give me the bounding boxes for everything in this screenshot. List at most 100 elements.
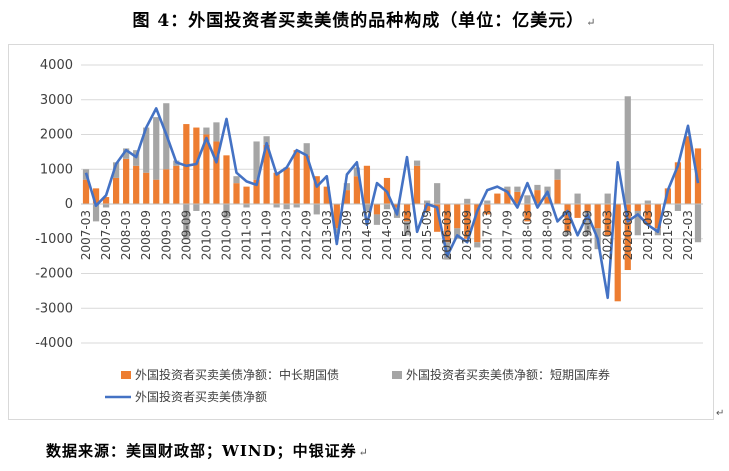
- x-tick-label: 2019-03: [561, 210, 575, 260]
- bar: [654, 204, 661, 229]
- x-tick-label: 2013-03: [320, 210, 334, 260]
- bar: [514, 191, 521, 204]
- x-tick-label: 2010-03: [199, 210, 213, 260]
- bar: [92, 188, 100, 204]
- bar: [403, 221, 411, 236]
- bar: [253, 141, 260, 180]
- bar: [283, 204, 290, 210]
- bar: [684, 136, 692, 204]
- bar: [82, 179, 90, 204]
- bar: [243, 186, 250, 204]
- bar: [293, 204, 300, 208]
- legend-swatch: [121, 371, 131, 379]
- bar: [203, 127, 210, 135]
- y-tick-label: -4000: [35, 336, 73, 351]
- x-tick-label: 2014-03: [360, 210, 374, 260]
- bar: [343, 190, 350, 204]
- bar: [213, 141, 220, 204]
- x-tick-label: 2018-09: [541, 210, 555, 260]
- paragraph-mark-icon: ↵: [586, 16, 597, 29]
- bar: [424, 200, 431, 204]
- bar: [574, 204, 581, 218]
- bar: [514, 186, 521, 192]
- bar: [223, 204, 230, 218]
- bar: [584, 210, 591, 236]
- bar: [183, 204, 190, 239]
- bar: [233, 183, 240, 204]
- bar: [253, 179, 260, 204]
- x-tick-label: 2018-03: [520, 210, 534, 260]
- chart-frame: 4000 3000 2000 1000 0 -1000 -2000 -3000 -4000 200…: [8, 44, 714, 420]
- x-tick-label: 2021-09: [661, 210, 675, 260]
- bar: [233, 176, 240, 184]
- bar: [564, 231, 571, 236]
- legend-label: 外国投资者买卖美债净额: [135, 389, 267, 404]
- bar: [123, 158, 130, 204]
- bar: [634, 204, 641, 211]
- x-tick-label: 2007-03: [79, 210, 93, 260]
- bar: [353, 176, 360, 204]
- bar: [263, 144, 270, 204]
- bar: [574, 193, 581, 204]
- bar: [143, 172, 150, 204]
- bar: [413, 165, 421, 204]
- bar: [153, 179, 160, 204]
- bar: [454, 204, 461, 229]
- chart: 4000 3000 2000 1000 0 -1000 -2000 -3000 -4000 200…: [35, 58, 703, 404]
- bar: [664, 188, 671, 204]
- series-line: [84, 107, 700, 300]
- y-tick-label: -3000: [35, 301, 73, 316]
- x-tick-label: 2017-09: [500, 210, 514, 260]
- bar: [484, 204, 491, 215]
- bar: [263, 136, 270, 145]
- bar: [413, 160, 421, 166]
- bar: [464, 198, 471, 204]
- x-tick-label: 2008-03: [119, 210, 133, 260]
- bar: [193, 127, 200, 204]
- y-tick-label: 4000: [40, 58, 73, 73]
- bar: [153, 117, 160, 180]
- bar: [193, 204, 200, 211]
- bar: [393, 204, 401, 208]
- bar: [444, 204, 451, 243]
- bar: [173, 165, 180, 204]
- figure-title: 图 4：外国投资者买卖美债的品种构成（单位：亿美元） ↵: [132, 11, 597, 31]
- bar: [694, 204, 702, 243]
- bar: [273, 172, 280, 204]
- bar: [544, 197, 551, 204]
- bar: [604, 204, 611, 236]
- bar: [474, 242, 481, 248]
- paragraph-mark-icon: ↵: [716, 408, 725, 419]
- bar: [303, 155, 310, 204]
- bar: [373, 214, 381, 225]
- x-tick-label: 2010-09: [220, 210, 234, 260]
- bar: [534, 184, 541, 191]
- bar: [373, 204, 381, 215]
- bar: [203, 134, 210, 204]
- bar: [283, 167, 290, 204]
- bar: [634, 210, 641, 236]
- bar: [674, 204, 682, 211]
- x-tick-label: 2022-03: [681, 210, 695, 260]
- bar: [363, 165, 371, 204]
- bar: [163, 169, 170, 204]
- bar: [143, 127, 150, 173]
- y-tick-label: 1000: [40, 162, 73, 177]
- x-tick-label: 2011-09: [260, 210, 274, 260]
- bar: [223, 155, 230, 204]
- bar: [303, 143, 310, 156]
- bar: [243, 204, 250, 208]
- bar: [524, 204, 531, 222]
- bar: [333, 204, 340, 229]
- bar: [674, 162, 682, 204]
- bar: [474, 204, 481, 243]
- bar: [624, 204, 631, 271]
- x-tick-label: 2012-03: [280, 210, 294, 260]
- bar: [504, 190, 511, 204]
- y-tick-label: -2000: [35, 267, 73, 282]
- x-tick-label: 2007-09: [99, 210, 113, 260]
- x-tick-label: 2019-09: [581, 210, 595, 260]
- x-tick-label: 2021-03: [641, 210, 655, 260]
- x-tick-label: 2015-03: [400, 210, 414, 260]
- legend-label: 外国投资者买卖美债净额：中长期国债: [135, 367, 339, 382]
